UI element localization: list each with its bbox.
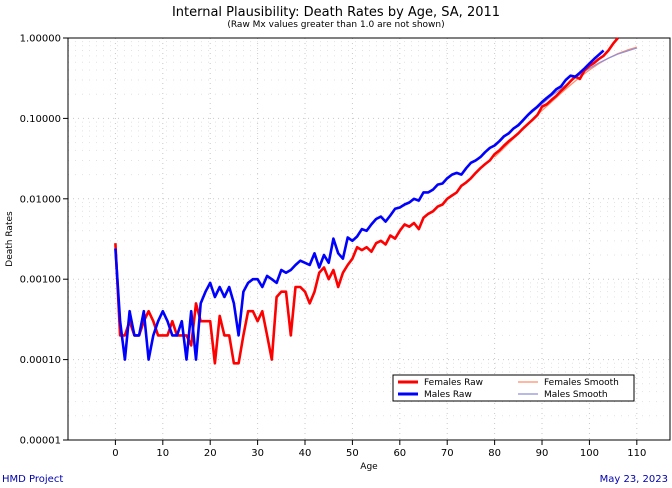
x-tick-label: 10 xyxy=(156,448,169,459)
y-axis-label: Death Rates xyxy=(5,211,15,267)
x-tick-label: 30 xyxy=(251,448,264,459)
y-tick-label: 0.01000 xyxy=(20,194,61,205)
y-tick-label: 0.00100 xyxy=(20,275,61,286)
plot-frame xyxy=(67,37,671,441)
x-tick-label: 110 xyxy=(627,448,646,459)
x-tick-label: 40 xyxy=(299,448,312,459)
y-tick-label: 0.10000 xyxy=(20,114,61,125)
x-tick-label: 0 xyxy=(112,448,118,459)
grid xyxy=(68,38,670,441)
y-tick-label: 0.00001 xyxy=(20,436,61,447)
y-tick-label: 1.00000 xyxy=(20,34,61,45)
legend-box xyxy=(392,374,635,402)
x-tick-label: 90 xyxy=(536,448,549,459)
x-tick-label: 60 xyxy=(393,448,406,459)
x-tick-label: 80 xyxy=(488,448,501,459)
x-axis: 0 10 20 30 40 50 60 70 80 90 100 110 xyxy=(112,440,646,459)
legend-label-males-raw: Males Raw xyxy=(424,390,472,400)
legend: Females Raw Males Raw Females Smooth Mal… xyxy=(392,374,635,402)
footer-source: HMD Project xyxy=(2,474,64,485)
series-line-females-smooth xyxy=(494,46,637,158)
x-axis-label: Age xyxy=(360,462,378,472)
x-tick-label: 100 xyxy=(580,448,599,459)
y-axis: 0.00001 0.00010 0.00100 0.01000 0.10000 1.000… xyxy=(20,34,68,447)
x-tick-label: 70 xyxy=(441,448,454,459)
y-tick-label: 0.00010 xyxy=(20,355,61,366)
legend-label-males-smooth: Males Smooth xyxy=(544,390,608,400)
x-tick-label: 50 xyxy=(346,448,359,459)
chart-title: Internal Plausibility: Death Rates by Ag… xyxy=(172,5,500,20)
footer-date: May 23, 2023 xyxy=(599,474,668,485)
legend-label-females-smooth: Females Smooth xyxy=(544,378,619,388)
chart-subtitle: (Raw Mx values greater than 1.0 are not … xyxy=(227,20,444,30)
x-tick-label: 20 xyxy=(204,448,217,459)
series-line-males-raw xyxy=(114,49,605,361)
legend-label-females-raw: Females Raw xyxy=(424,378,483,388)
series-layer xyxy=(114,37,637,365)
